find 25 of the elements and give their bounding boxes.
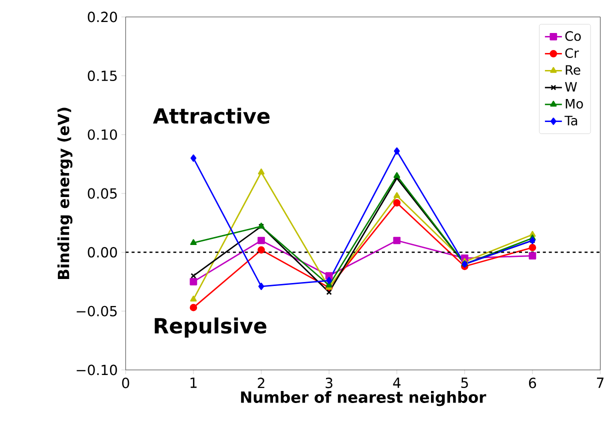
y-tick-label: 0.15 bbox=[88, 70, 117, 82]
x-tick-label: 2 bbox=[258, 378, 264, 388]
y-axis-title: Binding energy (eV) bbox=[57, 108, 72, 280]
x-tick-label: 4 bbox=[393, 378, 401, 388]
x-tick-label: 3 bbox=[326, 378, 332, 388]
legend-label: Cr bbox=[565, 48, 579, 58]
y-tick-label: 0.20 bbox=[88, 12, 117, 22]
annotation: Repulsive bbox=[154, 318, 266, 338]
y-tick-label: 0.00 bbox=[88, 247, 117, 258]
x-tick-label: 1 bbox=[190, 378, 197, 388]
x-tick-label: 7 bbox=[596, 378, 604, 388]
legend-label: Mo bbox=[566, 99, 583, 109]
legend-label: Co bbox=[565, 31, 581, 42]
x-tick-label: 0 bbox=[122, 378, 130, 388]
x-tick-label: 6 bbox=[529, 378, 536, 388]
y-tick-label: −0.05 bbox=[76, 306, 117, 316]
legend-label: Re bbox=[566, 65, 580, 75]
y-tick-label: 0.05 bbox=[88, 188, 117, 199]
x-axis-title: Number of nearest neighbor bbox=[241, 391, 486, 406]
annotation: Attractive bbox=[152, 108, 270, 124]
legend-label: Ta bbox=[564, 116, 578, 126]
x-tick-label: 5 bbox=[461, 378, 468, 388]
legend-label: W bbox=[565, 82, 577, 92]
y-tick-label: 0.10 bbox=[88, 129, 117, 140]
y-tick-label: −0.10 bbox=[76, 364, 117, 376]
